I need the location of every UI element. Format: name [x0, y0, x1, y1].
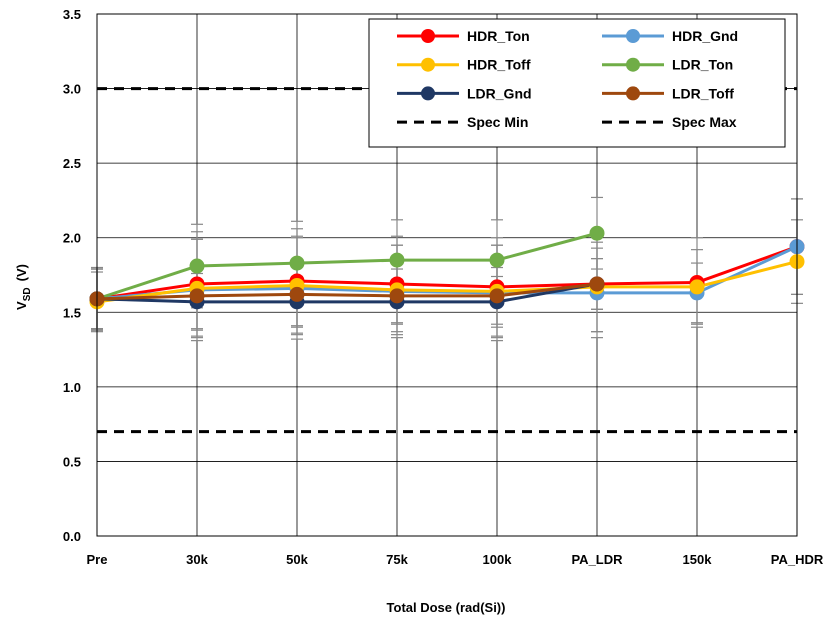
legend-swatch-marker: [421, 86, 435, 101]
data-point: [389, 252, 405, 268]
x-tick-label: 150k: [683, 552, 713, 567]
legend-label: LDR_Toff: [672, 85, 734, 101]
data-point: [189, 258, 205, 274]
y-axis-title: VSD (V): [14, 264, 33, 310]
legend: HDR_Ton HDR_Gnd HDR_Toff LDR_Ton LDR_Gnd LDR_…: [368, 18, 786, 148]
x-axis-title: Total Dose (rad(Si)): [387, 600, 506, 615]
legend-swatch-marker: [421, 57, 435, 72]
data-point: [389, 288, 405, 304]
data-point: [689, 279, 705, 295]
data-point: [289, 286, 305, 302]
legend-swatch-marker: [626, 29, 640, 43]
series-line: [96, 282, 598, 301]
legend-swatch-marker: [626, 57, 640, 72]
y-tick-label: 1.0: [63, 380, 81, 395]
y-tick-label: 2.5: [63, 156, 81, 171]
x-tick-label: 75k: [386, 552, 408, 567]
data-point: [489, 288, 505, 304]
data-point: [489, 252, 505, 268]
data-point: [589, 225, 605, 241]
x-tick-label: 50k: [286, 552, 308, 567]
series-line: [96, 282, 598, 304]
legend-label: HDR_Toff: [467, 57, 531, 73]
legend-swatch-marker: [421, 29, 435, 43]
legend-label: Spec Max: [672, 114, 737, 130]
y-tick-label: 0.0: [63, 529, 81, 544]
series-line: [96, 245, 798, 301]
y-axis-title-unit: (V): [14, 264, 29, 281]
series-line: [96, 231, 598, 301]
y-tick-label: 2.0: [63, 231, 81, 246]
x-tick-label: PA_HDR: [771, 552, 824, 567]
legend-label: LDR_Ton: [672, 57, 733, 73]
legend-label: HDR_Ton: [467, 28, 530, 44]
y-axis-title-main: V: [14, 301, 29, 310]
legend-swatch-marker: [626, 86, 640, 101]
x-tick-label: 100k: [483, 552, 513, 567]
x-tick-label: Pre: [87, 552, 108, 567]
data-point: [589, 276, 605, 292]
legend-label: HDR_Gnd: [672, 28, 738, 44]
plot-border: [96, 13, 798, 537]
series-line: [96, 260, 798, 304]
data-point: [289, 255, 305, 271]
data-point: [189, 288, 205, 304]
legend-box: [368, 18, 786, 148]
x-tick-label: PA_LDR: [571, 552, 623, 567]
y-tick-label: 1.5: [63, 305, 81, 320]
y-tick-label: 3.0: [63, 82, 81, 97]
legend-label: Spec Min: [467, 114, 528, 130]
y-axis-title-subscript: SD: [22, 287, 33, 301]
axis-layer: 0.0 0.5 1.0 1.5 2.0 2.5 3.0 3.5 Pre 30k 50k 75k 100k…: [63, 7, 824, 567]
y-tick-label: 0.5: [63, 454, 81, 469]
y-tick-label: 3.5: [63, 7, 81, 22]
legend-label: LDR_Gnd: [467, 85, 532, 101]
x-tick-label: 30k: [186, 552, 208, 567]
